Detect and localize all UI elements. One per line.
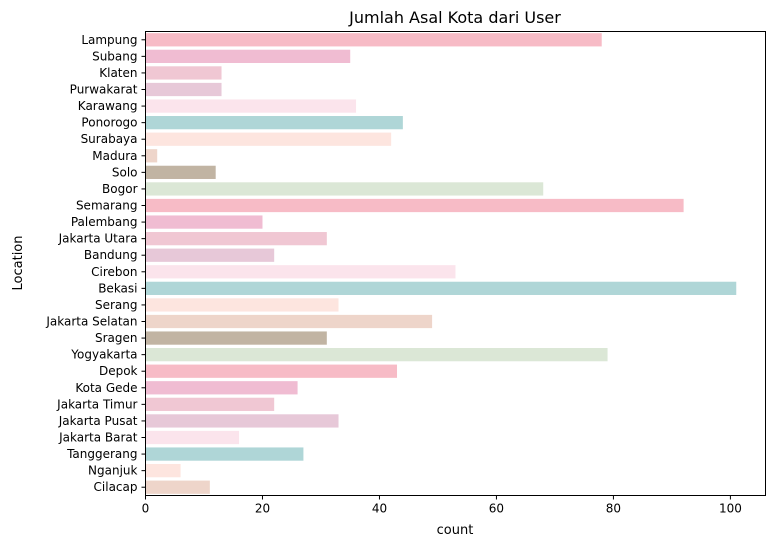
bar — [145, 414, 339, 428]
y-tick-label: Lampung — [81, 33, 137, 47]
x-tick-label: 80 — [606, 502, 621, 516]
x-tick-label: 100 — [719, 502, 742, 516]
bar — [145, 381, 298, 395]
bar — [145, 464, 181, 478]
y-tick-label: Bandung — [84, 248, 138, 262]
bar — [145, 265, 456, 279]
bar — [145, 480, 210, 494]
y-tick-label: Surabaya — [81, 132, 138, 146]
bars — [145, 33, 737, 494]
bar — [145, 298, 339, 312]
bar — [145, 397, 275, 411]
y-axis-label: Location — [11, 236, 26, 291]
bar — [145, 149, 158, 163]
plot-frame — [145, 31, 766, 496]
bar — [145, 182, 544, 196]
chart-title: Jumlah Asal Kota dari User — [348, 8, 561, 27]
y-tick-label: Palembang — [71, 215, 138, 229]
y-tick-label: Jakarta Barat — [58, 431, 138, 445]
y-tick-label: Tanggerang — [66, 447, 137, 461]
bar — [145, 447, 304, 461]
y-tick-label: Purwakarat — [70, 83, 138, 97]
y-tick-label: Bogor — [102, 182, 138, 196]
y-tick-label: Yogyakarta — [70, 348, 137, 362]
y-tick-label: Jakarta Timur — [56, 397, 137, 411]
y-axis-ticks: Lampung Subang Klaten Purwakarat Karawang Pon… — [45, 33, 146, 494]
x-tick-label: 40 — [372, 502, 387, 516]
y-tick-label: Serang — [95, 298, 138, 312]
x-tick-label: 60 — [489, 502, 504, 516]
y-tick-label: Klaten — [99, 66, 137, 80]
y-tick-label: Ponorogo — [81, 116, 137, 130]
bar — [145, 331, 327, 345]
y-tick-label: Solo — [112, 165, 138, 179]
y-tick-label: Depok — [99, 364, 138, 378]
bar — [145, 314, 433, 329]
bar — [145, 165, 216, 179]
x-tick-label: 20 — [255, 502, 270, 516]
bar — [145, 132, 392, 146]
y-tick-label: Subang — [92, 49, 137, 63]
y-tick-label: Jakarta Selatan — [45, 315, 137, 329]
bar — [145, 232, 327, 246]
bar — [145, 281, 737, 295]
bar — [145, 33, 602, 47]
x-axis-label: count — [437, 523, 474, 538]
y-tick-label: Jakarta Pusat — [58, 414, 138, 428]
x-axis-ticks: 0 20 40 60 80 100 — [142, 495, 742, 516]
bar — [145, 99, 357, 113]
y-tick-label: Kota Gede — [75, 381, 137, 395]
bar — [145, 248, 275, 262]
y-tick-label: Bekasi — [98, 281, 137, 295]
y-tick-label: Sragen — [95, 331, 138, 345]
bar — [145, 66, 222, 80]
bar — [145, 82, 222, 97]
y-tick-label: Semarang — [76, 199, 138, 213]
bar — [145, 430, 240, 445]
x-tick-label: 0 — [142, 502, 150, 516]
bar — [145, 198, 684, 213]
y-tick-label: Cilacap — [94, 480, 138, 494]
y-tick-label: Karawang — [78, 99, 138, 113]
bar — [145, 116, 403, 130]
y-tick-label: Madura — [92, 149, 137, 163]
bar — [145, 215, 263, 229]
y-tick-label: Nganjuk — [88, 464, 137, 478]
bar — [145, 348, 608, 362]
y-tick-label: Jakarta Utara — [58, 232, 138, 246]
y-tick-label: Cirebon — [91, 265, 137, 279]
bar — [145, 49, 351, 63]
bar — [145, 364, 398, 378]
